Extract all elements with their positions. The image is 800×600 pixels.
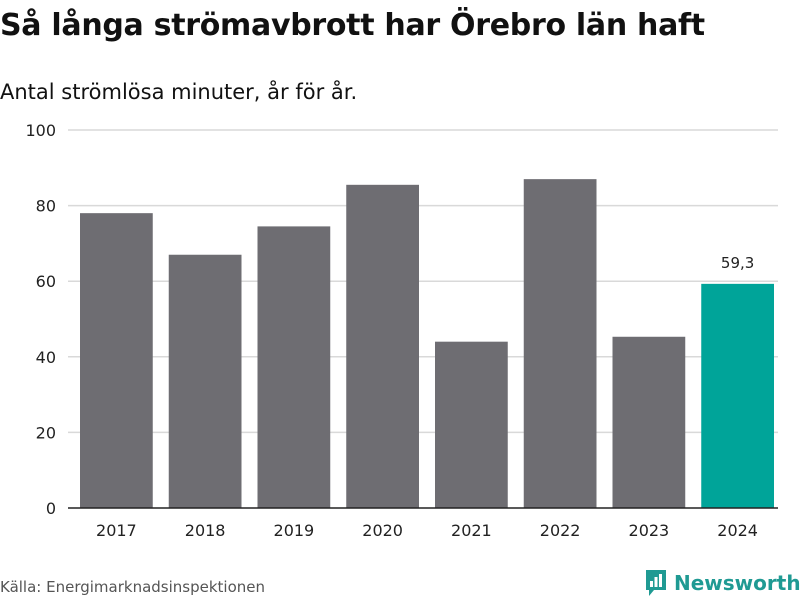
x-tick-label: 2019 xyxy=(274,521,315,540)
newsworthy-logo-icon xyxy=(646,570,666,596)
source-note: Källa: Energimarknadsinspektionen xyxy=(0,578,266,596)
bar xyxy=(612,336,686,508)
chart-title: Så långa strömavbrott har Örebro län haf… xyxy=(0,8,705,43)
x-tick-label: 2018 xyxy=(185,521,226,540)
chart-subtitle: Antal strömlösa minuter, år för år. xyxy=(0,80,358,104)
bar xyxy=(523,179,597,508)
x-tick-label: 2017 xyxy=(96,521,137,540)
bar xyxy=(257,226,331,508)
y-tick-label: 80 xyxy=(36,197,56,216)
brand-name: Newsworthy xyxy=(674,571,800,595)
brand-logo: Newsworthy xyxy=(644,568,800,598)
y-tick-label: 20 xyxy=(36,423,56,442)
y-tick-label: 60 xyxy=(36,272,56,291)
x-tick-label: 2020 xyxy=(362,521,403,540)
bar xyxy=(435,341,508,508)
bar xyxy=(346,184,419,508)
bar xyxy=(80,213,153,508)
bar xyxy=(168,254,242,508)
y-tick-label: 40 xyxy=(36,348,56,367)
x-tick-label: 2022 xyxy=(540,521,581,540)
x-tick-label: 2024 xyxy=(717,521,758,540)
y-tick-label: 100 xyxy=(25,121,56,140)
x-tick-label: 2023 xyxy=(629,521,670,540)
data-label: 59,3 xyxy=(721,254,754,272)
y-tick-label: 0 xyxy=(46,499,56,518)
bar xyxy=(701,283,774,508)
x-tick-label: 2021 xyxy=(451,521,492,540)
